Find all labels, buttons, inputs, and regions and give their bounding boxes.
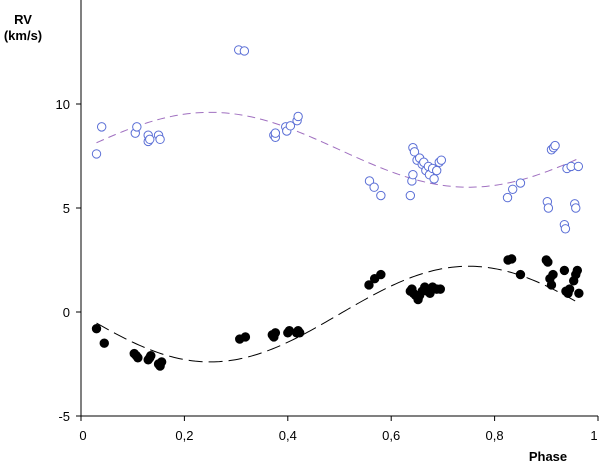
- x-tick-label: 0: [79, 428, 86, 443]
- data-point: [560, 224, 571, 234]
- data-point: [91, 149, 102, 159]
- data-point: [573, 161, 584, 172]
- data-point: [405, 190, 416, 201]
- data-point: [409, 147, 420, 157]
- data-point: [571, 203, 581, 213]
- y-tick-label: 0: [63, 305, 70, 320]
- tick-labels: 0 0,2 0,4 0,6 0,8 1 -5 0 5 10: [56, 97, 599, 443]
- fit-curve-1: [96, 111, 578, 188]
- x-tick-label: 0,8: [486, 428, 504, 443]
- data-point: [133, 353, 143, 363]
- data-point: [515, 269, 526, 280]
- data-point: [270, 328, 281, 338]
- data-point: [369, 182, 379, 192]
- data-point: [270, 128, 281, 138]
- data-point: [99, 338, 109, 348]
- data-point: [91, 323, 102, 334]
- data-point: [96, 122, 107, 132]
- y-axis-label-line2: (km/s): [4, 28, 42, 43]
- data-point: [156, 357, 167, 367]
- data-point: [515, 178, 526, 188]
- data-point: [435, 284, 446, 294]
- axes: [80, 0, 598, 417]
- data-point: [543, 257, 553, 267]
- data-point: [239, 46, 250, 56]
- x-axis-label: Phase: [529, 449, 567, 463]
- data-point: [502, 192, 513, 203]
- data-point: [546, 280, 557, 290]
- data-point: [145, 134, 155, 145]
- y-tick-label: -5: [58, 409, 70, 424]
- fit-curves: [96, 111, 578, 363]
- x-tick-label: 0,4: [279, 428, 297, 443]
- data-point: [543, 203, 554, 213]
- x-tick-label: 0,6: [382, 428, 400, 443]
- data-point: [364, 280, 374, 290]
- data-point: [507, 184, 518, 194]
- series-1: [91, 45, 584, 234]
- data-point: [559, 265, 570, 276]
- data-point: [506, 254, 517, 264]
- data-point: [550, 140, 560, 151]
- data-point: [432, 165, 442, 176]
- x-tick-label: 0,2: [175, 428, 193, 443]
- data-points: [91, 45, 584, 371]
- data-point: [240, 332, 251, 342]
- data-point: [376, 190, 386, 201]
- data-point: [548, 269, 558, 280]
- fit-curve-2: [96, 265, 578, 363]
- x-tick-label: 1: [590, 428, 597, 443]
- data-point: [564, 284, 575, 294]
- data-point: [293, 111, 303, 122]
- data-point: [376, 269, 386, 280]
- data-point: [572, 265, 583, 276]
- series-2: [91, 254, 584, 371]
- data-point: [574, 288, 584, 298]
- y-tick-label: 5: [63, 201, 70, 216]
- data-point: [285, 121, 296, 131]
- data-point: [436, 155, 447, 165]
- data-point: [155, 134, 165, 145]
- data-point: [132, 122, 142, 132]
- y-axis-label-line1: RV: [14, 12, 32, 27]
- y-tick-label: 10: [56, 97, 70, 112]
- data-point: [294, 328, 305, 338]
- data-point: [429, 174, 439, 184]
- data-point: [146, 350, 156, 361]
- data-point: [408, 170, 418, 180]
- data-point: [364, 176, 375, 186]
